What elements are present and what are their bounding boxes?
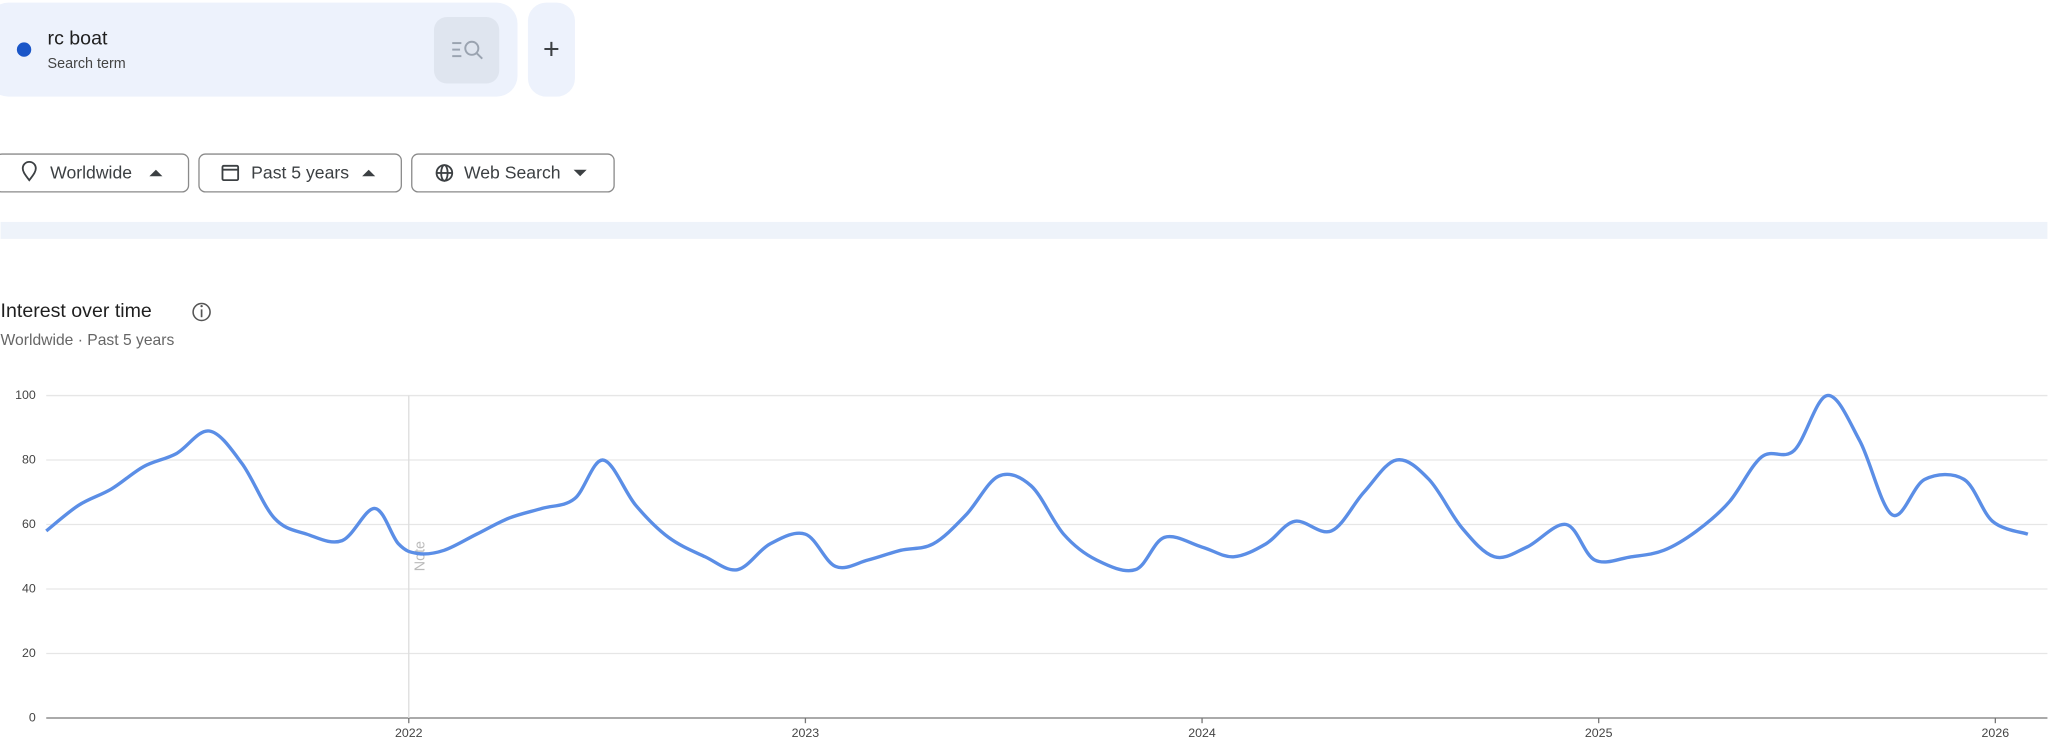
x-tick-label: 2024 (1188, 726, 1216, 740)
trend-line (45, 393, 2029, 573)
info-icon[interactable] (192, 302, 211, 322)
search-term: rc boat (48, 27, 108, 49)
y-tick-label: 20 (22, 646, 36, 660)
y-tick-label: 0 (29, 710, 36, 724)
filter-label: Web Search (464, 162, 561, 182)
calendar-icon (221, 164, 240, 182)
add-term-button[interactable]: + (543, 33, 560, 65)
x-tick-label: 2022 (395, 726, 423, 740)
refine-icon (452, 40, 483, 60)
filter-label: Worldwide (50, 162, 132, 182)
x-tick-label: 2025 (1585, 726, 1613, 740)
annotation-label: Note (412, 541, 428, 571)
dropdown-arrow (149, 169, 163, 177)
divider-band (0, 221, 2048, 239)
time-filter[interactable] (198, 153, 402, 193)
location-filter[interactable] (0, 153, 190, 193)
term-color-dot (16, 42, 32, 57)
search-term-type: Search term (48, 56, 126, 72)
y-tick-label: 40 (22, 581, 36, 595)
globe-icon (435, 164, 454, 182)
filter-label: Past 5 years (251, 162, 349, 182)
chart: 0 20 40 60 80 100 2022 2023 2024 2025 2026 Note (15, 388, 2048, 740)
add-term-card[interactable] (527, 2, 575, 97)
x-tick-label: 2026 (1982, 726, 2010, 740)
y-tick-label: 80 (22, 452, 36, 466)
dropdown-arrow (362, 169, 376, 177)
y-tick-label: 60 (22, 517, 36, 531)
property-filter[interactable] (411, 153, 615, 193)
y-tick-label: 100 (15, 388, 36, 402)
location-icon (21, 160, 37, 182)
section-subtitle: Worldwide · Past 5 years (1, 332, 175, 349)
search-term-card[interactable] (0, 2, 518, 97)
section-title: Interest over time (1, 300, 152, 322)
x-tick-label: 2023 (792, 726, 820, 740)
dropdown-arrow (573, 169, 587, 177)
